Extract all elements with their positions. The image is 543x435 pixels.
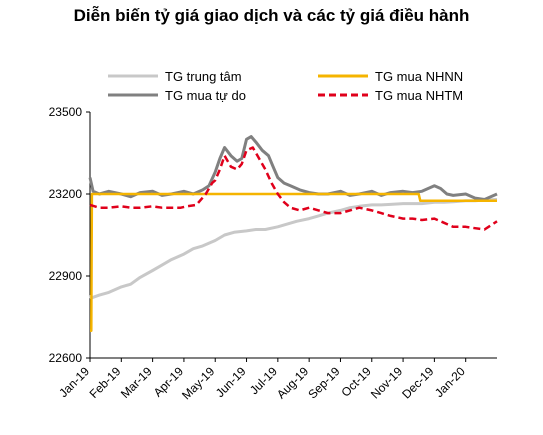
series-line-0: [88, 198, 498, 300]
x-tick-label: Aug-19: [274, 364, 311, 401]
legend-label-3: TG mua NHTM: [375, 88, 463, 103]
y-tick-labels: 22600 22900 23200 23500: [49, 105, 83, 365]
legend-label-1: TG mua tự do: [165, 88, 246, 103]
y-tick-label: 22600: [49, 351, 83, 365]
x-tick-label: May-19: [179, 364, 217, 402]
x-tick-label: Jan-19: [56, 364, 92, 400]
legend-label-2: TG mua NHNN: [375, 69, 463, 84]
legend-label-0: TG trung tâm: [165, 69, 242, 84]
x-tick-label: Nov-19: [368, 364, 405, 401]
x-tick-label: Mar-19: [118, 364, 155, 401]
y-tick-label: 23500: [49, 105, 83, 119]
x-tick-label: Feb-19: [87, 364, 124, 401]
chart-title: Diễn biến tỷ giá giao dịch và các tỷ giá…: [73, 6, 470, 25]
x-tick-label: Oct-19: [339, 364, 375, 400]
series-line-1: [88, 135, 498, 201]
series-line-3: [89, 146, 498, 231]
y-tick-label: 23200: [49, 187, 83, 201]
x-tick-label: Dec-19: [399, 364, 436, 401]
legend: TG trung tâm TG mua NHNN TG mua tự do TG mu…: [108, 69, 463, 103]
series-line-2: [90, 192, 497, 332]
axes: [86, 111, 497, 362]
series-lines: [88, 135, 498, 332]
x-tick-label: Sep-19: [305, 364, 342, 401]
x-tick-label: Jun-19: [213, 364, 249, 400]
x-tick-labels: Jan-19Feb-19Mar-19Apr-19May-19Jun-19Jul-…: [56, 364, 468, 402]
y-tick-label: 22900: [49, 269, 83, 283]
x-tick-label: Jan-20: [432, 364, 468, 400]
